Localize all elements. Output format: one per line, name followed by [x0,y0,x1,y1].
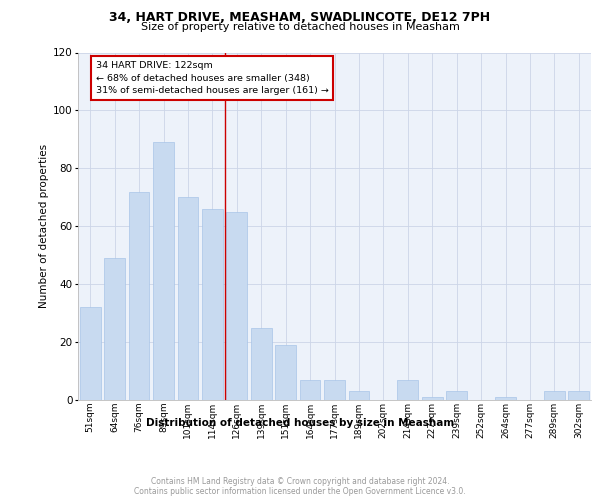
Bar [446,392,467,400]
Bar [544,392,565,400]
Bar [226,212,247,400]
Text: 34 HART DRIVE: 122sqm
← 68% of detached houses are smaller (348)
31% of semi-det: 34 HART DRIVE: 122sqm ← 68% of detached … [95,61,328,95]
Bar [153,142,174,400]
Text: Distribution of detached houses by size in Measham: Distribution of detached houses by size … [146,418,454,428]
Bar [128,192,149,400]
Bar [422,397,443,400]
Text: 34, HART DRIVE, MEASHAM, SWADLINCOTE, DE12 7PH: 34, HART DRIVE, MEASHAM, SWADLINCOTE, DE… [109,11,491,24]
Bar [568,392,589,400]
Text: Size of property relative to detached houses in Measham: Size of property relative to detached ho… [140,22,460,32]
Bar [324,380,345,400]
Bar [202,209,223,400]
Bar [251,328,272,400]
Bar [495,397,516,400]
Bar [349,392,370,400]
Y-axis label: Number of detached properties: Number of detached properties [38,144,49,308]
Bar [104,258,125,400]
Text: Contains HM Land Registry data © Crown copyright and database right 2024.
Contai: Contains HM Land Registry data © Crown c… [134,476,466,496]
Bar [299,380,320,400]
Bar [178,198,199,400]
Bar [397,380,418,400]
Bar [80,308,101,400]
Bar [275,345,296,400]
